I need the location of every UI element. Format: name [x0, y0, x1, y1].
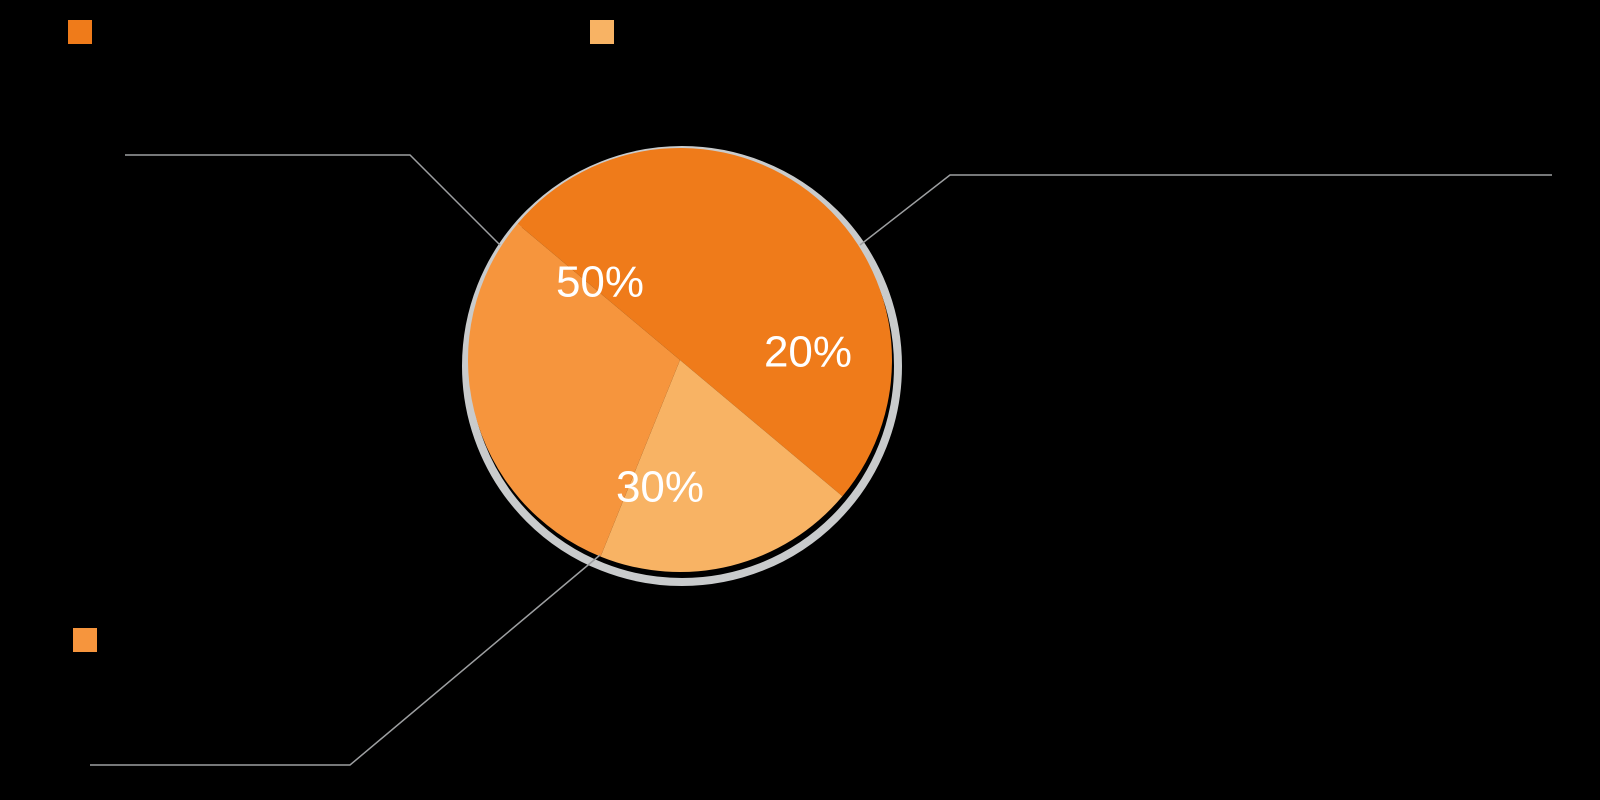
leader-top-right	[860, 175, 1552, 245]
leader-top-left	[125, 155, 500, 245]
legend-marker-c	[73, 628, 97, 652]
pie-chart-svg: 50% 20% 30%	[0, 0, 1600, 800]
chart-stage: 50% 20% 30%	[0, 0, 1600, 800]
leader-bottom-left	[90, 555, 600, 765]
pie-label-slice-30: 30%	[616, 463, 704, 512]
pie-label-slice-20: 20%	[764, 328, 852, 377]
pie-label-slice-50: 50%	[556, 258, 644, 307]
legend-marker-b	[590, 20, 614, 44]
legend-marker-a	[68, 20, 92, 44]
